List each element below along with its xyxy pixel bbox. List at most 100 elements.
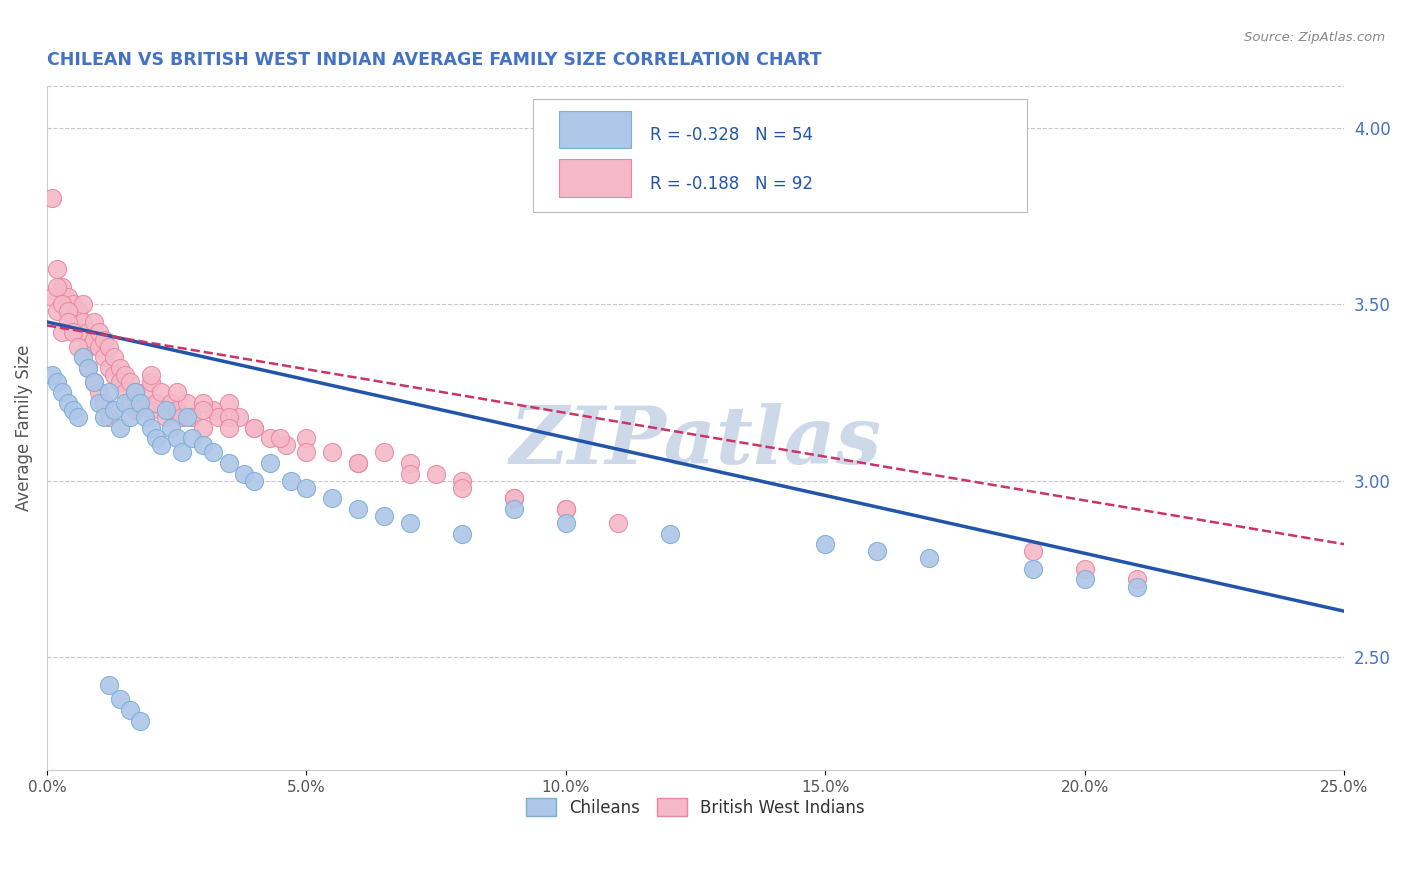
Point xyxy=(46,262,69,277)
Point xyxy=(503,502,526,516)
Point xyxy=(46,279,69,293)
Point xyxy=(62,403,84,417)
Point xyxy=(150,438,173,452)
Y-axis label: Average Family Size: Average Family Size xyxy=(15,344,32,511)
Point xyxy=(46,375,69,389)
Point xyxy=(554,502,576,516)
Point xyxy=(243,421,266,435)
Point xyxy=(103,350,125,364)
Point xyxy=(129,396,152,410)
Point xyxy=(451,474,474,488)
Point xyxy=(191,396,214,410)
Point xyxy=(155,410,177,425)
Point xyxy=(274,438,297,452)
Point xyxy=(1022,544,1045,558)
Point xyxy=(41,290,63,304)
Point xyxy=(658,526,681,541)
Point xyxy=(93,410,115,425)
Point xyxy=(139,368,162,382)
Point xyxy=(62,297,84,311)
Point xyxy=(399,516,422,530)
Point xyxy=(66,410,89,425)
Point xyxy=(83,315,105,329)
FancyBboxPatch shape xyxy=(533,99,1026,212)
Point xyxy=(176,396,198,410)
Point xyxy=(98,360,121,375)
Point xyxy=(347,456,370,470)
Point xyxy=(503,491,526,506)
Point xyxy=(269,431,291,445)
Point xyxy=(108,375,131,389)
Point xyxy=(160,396,183,410)
Text: ZIPatlas: ZIPatlas xyxy=(509,402,882,480)
Point xyxy=(373,508,395,523)
Point xyxy=(218,396,240,410)
Point xyxy=(451,526,474,541)
Point xyxy=(51,326,73,340)
Point xyxy=(56,396,79,410)
Point xyxy=(108,360,131,375)
Point xyxy=(83,375,105,389)
Point xyxy=(425,467,447,481)
Point xyxy=(170,445,193,459)
Point xyxy=(259,456,281,470)
Point xyxy=(41,191,63,205)
Point xyxy=(66,340,89,354)
Point xyxy=(201,403,224,417)
FancyBboxPatch shape xyxy=(560,111,631,148)
Point xyxy=(93,333,115,347)
Point xyxy=(56,290,79,304)
Point xyxy=(134,410,156,425)
Point xyxy=(77,340,100,354)
Point xyxy=(145,396,167,410)
Point xyxy=(72,350,94,364)
Point xyxy=(139,375,162,389)
Point xyxy=(83,375,105,389)
Point xyxy=(1126,573,1149,587)
Point xyxy=(176,410,198,425)
Point xyxy=(295,445,318,459)
Point xyxy=(243,421,266,435)
Point xyxy=(218,421,240,435)
Point xyxy=(62,315,84,329)
Text: CHILEAN VS BRITISH WEST INDIAN AVERAGE FAMILY SIZE CORRELATION CHART: CHILEAN VS BRITISH WEST INDIAN AVERAGE F… xyxy=(46,51,821,69)
Point xyxy=(554,502,576,516)
Point xyxy=(207,410,229,425)
Point xyxy=(93,350,115,364)
Point xyxy=(228,410,250,425)
Point xyxy=(72,350,94,364)
Point xyxy=(51,297,73,311)
Point xyxy=(98,385,121,400)
Point xyxy=(295,431,318,445)
Point xyxy=(118,703,141,717)
Point xyxy=(181,431,204,445)
Point xyxy=(98,340,121,354)
Point xyxy=(181,410,204,425)
Point xyxy=(191,421,214,435)
Point xyxy=(606,516,628,530)
Point xyxy=(243,474,266,488)
Point xyxy=(124,385,146,400)
Point xyxy=(72,315,94,329)
Point xyxy=(129,714,152,728)
Point xyxy=(56,304,79,318)
Point xyxy=(98,678,121,692)
Point xyxy=(124,385,146,400)
Point xyxy=(66,326,89,340)
Point xyxy=(62,326,84,340)
Point xyxy=(108,692,131,706)
Point xyxy=(77,360,100,375)
Point xyxy=(139,421,162,435)
Point xyxy=(166,403,188,417)
Point xyxy=(399,456,422,470)
Point xyxy=(51,385,73,400)
Point xyxy=(114,385,136,400)
Point xyxy=(866,544,889,558)
Point xyxy=(103,403,125,417)
Point xyxy=(918,551,941,566)
Point xyxy=(233,467,256,481)
Legend: Chileans, British West Indians: Chileans, British West Indians xyxy=(520,792,872,823)
Point xyxy=(56,315,79,329)
Point xyxy=(1074,562,1097,576)
Text: R = -0.188   N = 92: R = -0.188 N = 92 xyxy=(650,175,813,193)
